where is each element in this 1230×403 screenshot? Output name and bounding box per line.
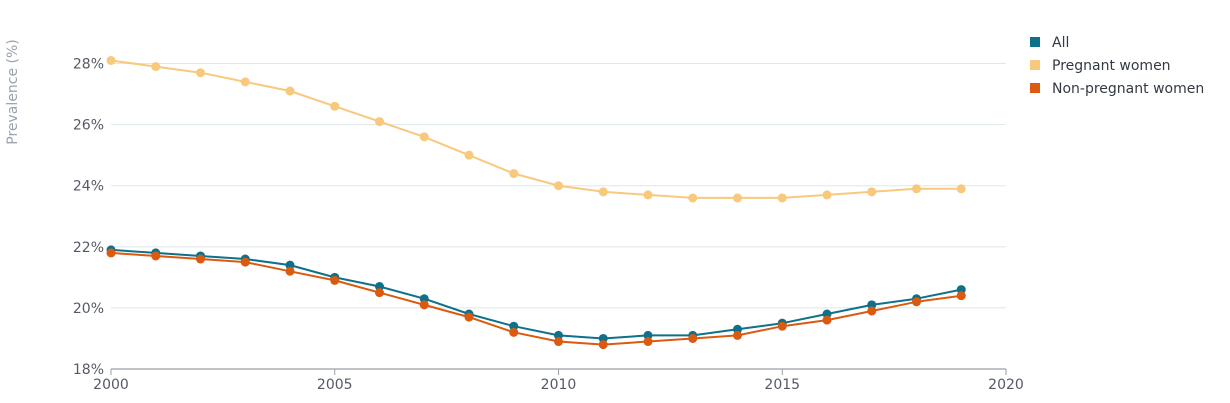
data-point-non-pregnant-women: [956, 291, 966, 301]
series-line-pregnant-women: [110, 59, 962, 199]
data-point-pregnant-women: [240, 77, 250, 87]
data-point-pregnant-women: [822, 190, 832, 200]
series-line-all: [110, 248, 962, 340]
data-point-non-pregnant-women: [330, 275, 340, 285]
data-point-pregnant-women: [106, 55, 116, 65]
legend: All Pregnant women Non-pregnant women: [1030, 35, 1204, 97]
data-point-non-pregnant-women: [777, 321, 787, 331]
data-point-non-pregnant-women: [509, 327, 519, 337]
legend-swatch: [1030, 37, 1040, 47]
y-tick-label: 24%: [73, 179, 104, 195]
data-point-non-pregnant-women: [822, 315, 832, 325]
x-tick-label: 2020: [988, 377, 1024, 393]
data-point-non-pregnant-women: [196, 254, 205, 264]
data-point-non-pregnant-women: [867, 306, 877, 316]
data-point-pregnant-women: [464, 150, 474, 160]
y-axis-title: Prevalence (%): [5, 39, 21, 145]
y-tick-label: 20%: [73, 301, 104, 317]
y-tick-label: 26%: [73, 118, 104, 134]
data-point-pregnant-women: [733, 193, 742, 203]
data-point-non-pregnant-women: [240, 257, 250, 267]
data-point-pregnant-women: [419, 132, 429, 142]
data-point-non-pregnant-women: [688, 333, 698, 343]
data-point-non-pregnant-women: [733, 330, 742, 340]
data-point-non-pregnant-women: [643, 337, 653, 347]
y-tick-label: 22%: [73, 240, 104, 256]
data-point-pregnant-women: [509, 169, 519, 179]
data-point-non-pregnant-women: [106, 248, 116, 258]
legend-swatch: [1030, 83, 1040, 93]
legend-label: Pregnant women: [1052, 58, 1171, 74]
data-point-pregnant-women: [867, 187, 877, 197]
gridlines: [111, 63, 1006, 370]
x-tick-label: 2010: [541, 377, 577, 393]
x-tick-label: 2000: [93, 377, 129, 393]
data-point-non-pregnant-women: [912, 297, 921, 307]
data-point-pregnant-women: [643, 190, 653, 200]
x-tick-label: 2005: [317, 377, 353, 393]
data-point-non-pregnant-women: [554, 337, 563, 347]
y-tick-label: 18%: [73, 362, 104, 378]
data-point-non-pregnant-women: [419, 300, 429, 310]
legend-label: All: [1052, 35, 1069, 51]
data-point-pregnant-women: [285, 86, 295, 96]
data-point-non-pregnant-women: [151, 251, 161, 261]
data-point-pregnant-women: [151, 62, 161, 72]
data-point-non-pregnant-women: [598, 340, 608, 350]
data-point-pregnant-women: [330, 101, 340, 111]
y-tick-label: 28%: [73, 57, 104, 73]
data-point-non-pregnant-women: [285, 266, 295, 276]
series-group: [106, 55, 966, 350]
data-point-non-pregnant-women: [375, 288, 384, 298]
data-point-pregnant-women: [375, 117, 384, 127]
data-point-pregnant-women: [196, 68, 205, 78]
x-tick-label: 2015: [764, 377, 800, 393]
data-point-pregnant-women: [956, 184, 966, 194]
data-point-pregnant-women: [598, 187, 608, 197]
data-point-pregnant-women: [777, 193, 787, 203]
y-axis-ticks: 18% 20% 22% 24% 26% 28%: [73, 57, 104, 378]
series-line-non-pregnant-women: [110, 251, 962, 346]
data-point-pregnant-women: [912, 184, 921, 194]
data-point-non-pregnant-women: [464, 312, 474, 322]
x-axis-ticks: 2000 2005 2010 2015 2020: [93, 369, 1024, 393]
data-point-pregnant-women: [554, 181, 563, 191]
legend-swatch: [1030, 60, 1040, 70]
data-point-pregnant-women: [688, 193, 698, 203]
legend-label: Non-pregnant women: [1052, 81, 1204, 97]
